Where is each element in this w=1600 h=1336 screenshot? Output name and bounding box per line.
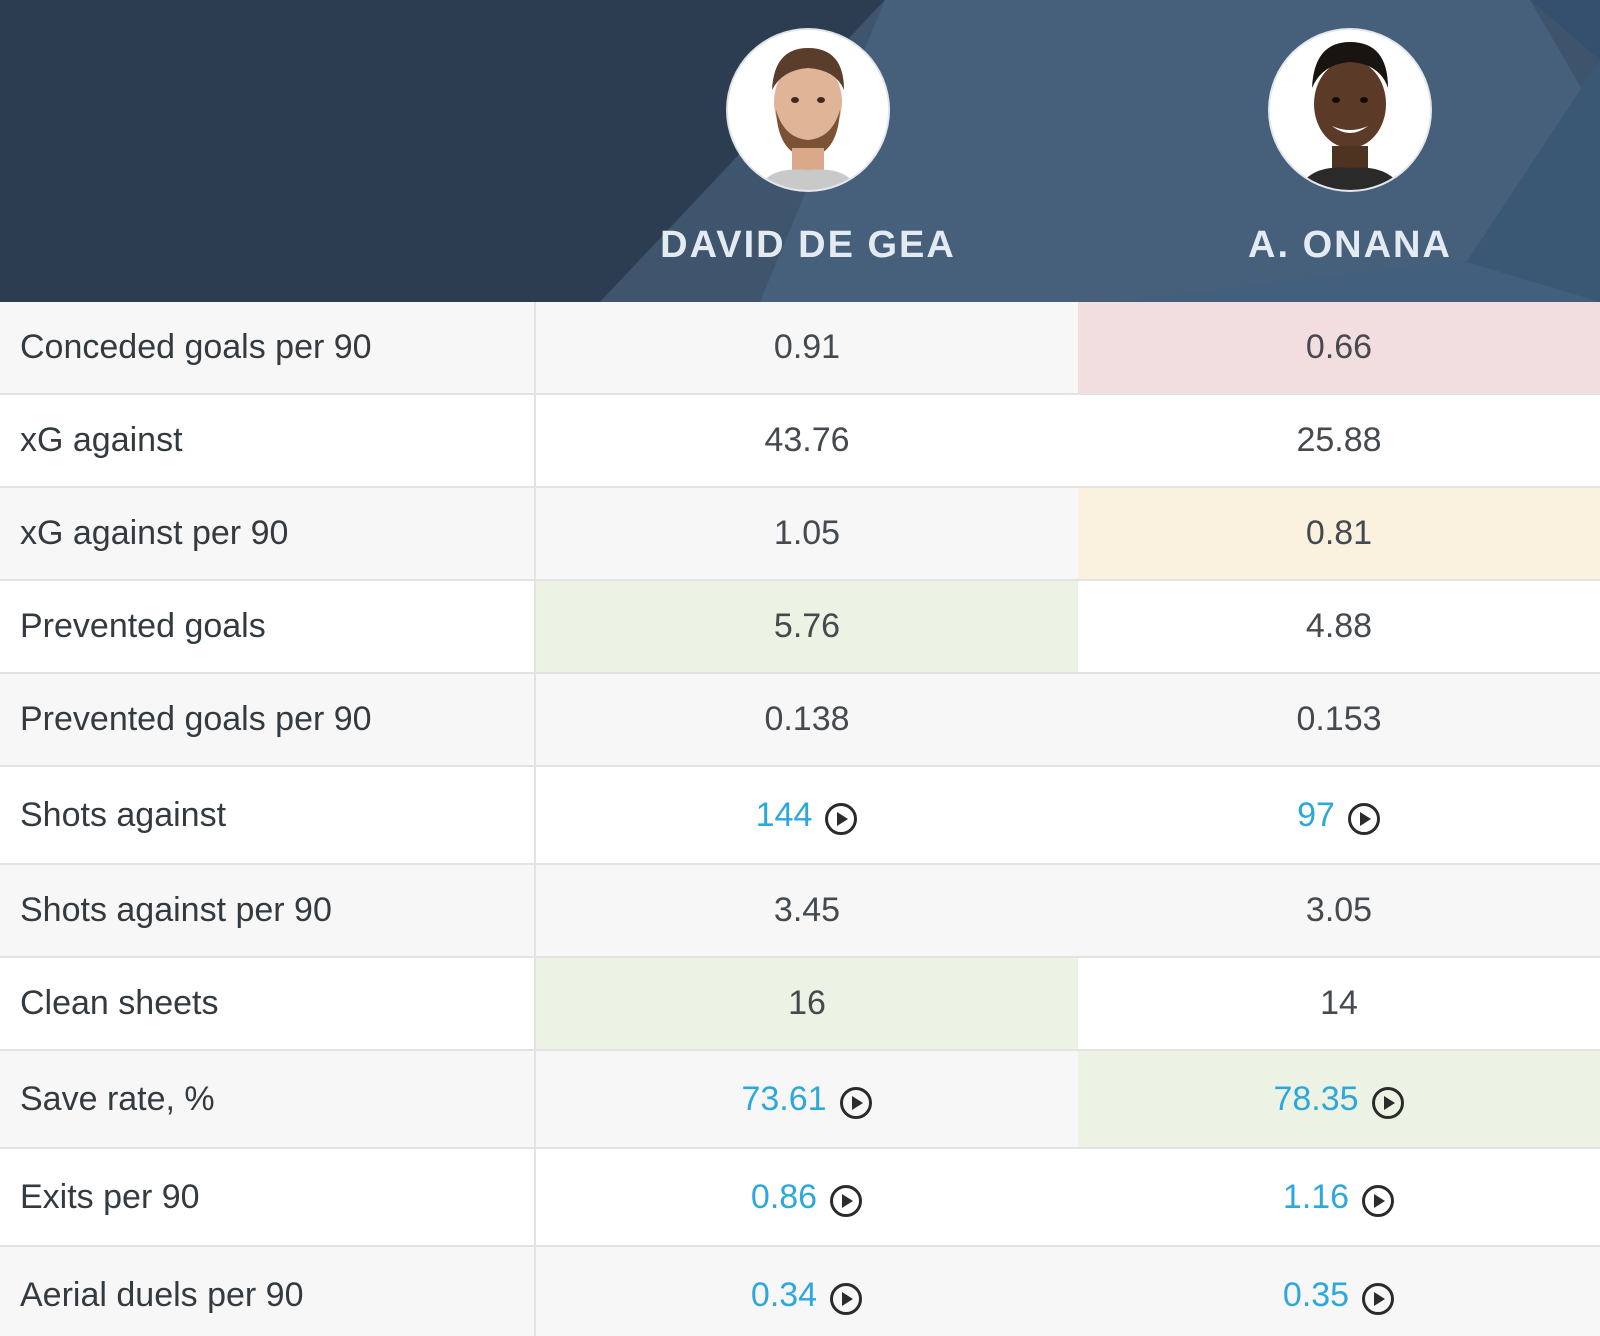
stat-value: 1.05 (773, 514, 841, 552)
stat-value-cell[interactable]: 1.16 (1078, 1149, 1600, 1245)
play-circle-icon[interactable] (839, 1086, 873, 1120)
player-column-de-gea: DAVID DE GEA (658, 30, 958, 267)
stat-value-cell: 0.138 (536, 674, 1078, 765)
stat-value: 3.45 (773, 891, 841, 929)
player-column-onana: A. ONANA (1200, 30, 1500, 267)
player-photo-onana (1270, 30, 1430, 190)
stat-value: 25.88 (1296, 421, 1382, 459)
stat-value-link[interactable]: 0.34 (750, 1275, 818, 1314)
stat-value-cell: 0.153 (1078, 674, 1600, 765)
player-name-onana: A. ONANA (1248, 224, 1452, 266)
table-row: Shots against 144 97 (0, 767, 1600, 865)
table-row: Exits per 90 0.86 1.16 (0, 1149, 1600, 1247)
table-row: xG against per 90 1.05 0.81 (0, 488, 1600, 581)
stat-label: Clean sheets (0, 958, 536, 1049)
stat-value-cell: 16 (536, 958, 1078, 1049)
table-row: Shots against per 90 3.45 3.05 (0, 865, 1600, 958)
stat-value-cell[interactable]: 0.86 (536, 1149, 1078, 1245)
stat-value-link[interactable]: 78.35 (1273, 1079, 1359, 1118)
stat-label: Prevented goals per 90 (0, 674, 536, 765)
stat-value-link[interactable]: 1.16 (1282, 1177, 1350, 1216)
table-row: Clean sheets 16 14 (0, 958, 1600, 1051)
stat-value: 3.05 (1305, 891, 1373, 929)
stat-value: 5.76 (773, 607, 841, 645)
stat-value-cell: 4.88 (1078, 581, 1600, 672)
stat-label: Shots against (0, 767, 536, 863)
stat-value-link[interactable]: 0.35 (1282, 1275, 1350, 1314)
table-row: Prevented goals per 90 0.138 0.153 (0, 674, 1600, 767)
play-circle-icon[interactable] (824, 802, 858, 836)
play-circle-icon[interactable] (829, 1184, 863, 1218)
stat-value: 0.81 (1305, 514, 1373, 552)
stat-value: 0.138 (764, 700, 850, 738)
player-header: DAVID DE GEA A. ONANA (0, 0, 1600, 302)
stat-value-cell: 0.81 (1078, 488, 1600, 579)
stat-value-link[interactable]: 73.61 (741, 1079, 827, 1118)
table-row: xG against 43.76 25.88 (0, 395, 1600, 488)
play-circle-icon[interactable] (1361, 1184, 1395, 1218)
stat-value-cell: 25.88 (1078, 395, 1600, 486)
stat-value: 14 (1320, 984, 1358, 1022)
stat-value: 4.88 (1305, 607, 1373, 645)
stat-value-cell: 0.66 (1078, 302, 1600, 393)
stat-value: 0.91 (773, 328, 841, 366)
stat-value-cell[interactable]: 0.35 (1078, 1247, 1600, 1336)
play-circle-icon[interactable] (1347, 802, 1381, 836)
play-circle-icon[interactable] (1361, 1282, 1395, 1316)
play-circle-icon[interactable] (829, 1282, 863, 1316)
table-row: Prevented goals 5.76 4.88 (0, 581, 1600, 674)
stat-label: Prevented goals (0, 581, 536, 672)
stat-value-link[interactable]: 144 (755, 795, 813, 834)
stat-value-cell: 14 (1078, 958, 1600, 1049)
stat-value-cell[interactable]: 144 (536, 767, 1078, 863)
stat-value: 0.153 (1296, 700, 1382, 738)
stat-value: 16 (788, 984, 826, 1022)
stat-value-cell[interactable]: 0.34 (536, 1247, 1078, 1336)
stat-label: Conceded goals per 90 (0, 302, 536, 393)
table-row: Conceded goals per 90 0.91 0.66 (0, 302, 1600, 395)
stat-value-cell: 3.05 (1078, 865, 1600, 956)
stat-value-cell: 0.91 (536, 302, 1078, 393)
player-name-de-gea: DAVID DE GEA (660, 224, 956, 266)
stats-table: Conceded goals per 90 0.91 0.66 xG against 4… (0, 302, 1600, 1336)
stat-label: Aerial duels per 90 (0, 1247, 536, 1336)
table-row: Save rate, % 73.61 78.35 (0, 1051, 1600, 1149)
stat-label: Save rate, % (0, 1051, 536, 1147)
stat-value-cell: 3.45 (536, 865, 1078, 956)
stat-label: xG against per 90 (0, 488, 536, 579)
stat-label: Shots against per 90 (0, 865, 536, 956)
stat-value-cell[interactable]: 73.61 (536, 1051, 1078, 1147)
player-photo-de-gea (728, 30, 888, 190)
stat-value-cell: 1.05 (536, 488, 1078, 579)
stat-value-cell: 43.76 (536, 395, 1078, 486)
table-row: Aerial duels per 90 0.34 0.35 (0, 1247, 1600, 1336)
stat-value: 43.76 (764, 421, 850, 459)
stat-value-cell[interactable]: 78.35 (1078, 1051, 1600, 1147)
stat-label: Exits per 90 (0, 1149, 536, 1245)
stat-value: 0.66 (1305, 328, 1373, 366)
stat-label: xG against (0, 395, 536, 486)
play-circle-icon[interactable] (1371, 1086, 1405, 1120)
stat-value-link[interactable]: 0.86 (750, 1177, 818, 1216)
stat-value-link[interactable]: 97 (1297, 795, 1335, 834)
stat-value-cell: 5.76 (536, 581, 1078, 672)
stat-value-cell[interactable]: 97 (1078, 767, 1600, 863)
